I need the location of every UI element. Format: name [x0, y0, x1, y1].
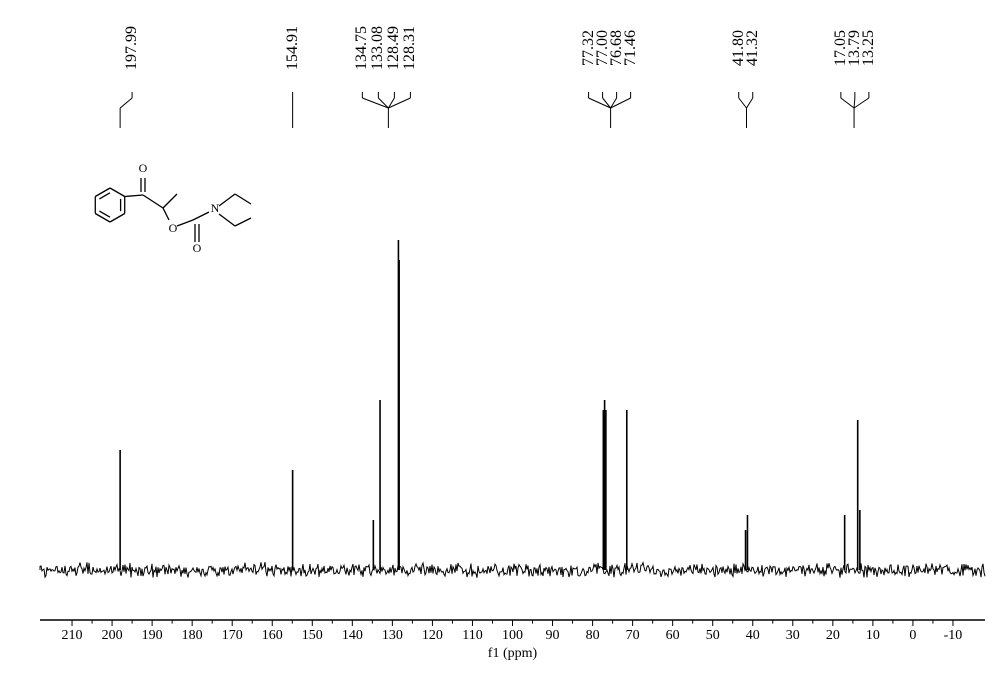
- x-tick-label: 180: [182, 628, 203, 644]
- peak-label: 154.91: [284, 8, 302, 88]
- x-tick-label: 150: [302, 628, 323, 644]
- peak-label: 41.32: [744, 8, 762, 88]
- x-tick-label: 30: [786, 628, 800, 644]
- x-tick-label: 10: [866, 628, 880, 644]
- x-tick-label: 50: [706, 628, 720, 644]
- x-tick-label: 140: [342, 628, 363, 644]
- x-tick-label: 60: [666, 628, 680, 644]
- svg-text:O: O: [169, 221, 178, 235]
- x-tick-label: 100: [502, 628, 523, 644]
- peak-label: 71.46: [622, 8, 640, 88]
- peak-label: 197.99: [123, 8, 141, 88]
- x-tick-label: 80: [586, 628, 600, 644]
- x-tick-label: 200: [102, 628, 123, 644]
- svg-text:N: N: [211, 201, 220, 215]
- x-tick-label: 210: [62, 628, 83, 644]
- x-tick-label: 0: [909, 628, 916, 644]
- x-tick-label: 70: [626, 628, 640, 644]
- x-tick-label: 130: [382, 628, 403, 644]
- nmr-spectrum: [0, 0, 1000, 698]
- x-tick-label: 110: [462, 628, 482, 644]
- molecule-structure: O O O N: [85, 150, 285, 270]
- x-tick-label: 90: [546, 628, 560, 644]
- x-tick-label: 120: [422, 628, 443, 644]
- x-tick-label: -10: [944, 628, 963, 644]
- svg-text:O: O: [193, 241, 202, 255]
- x-tick-label: 160: [262, 628, 283, 644]
- x-axis-title: f1 (ppm): [488, 646, 537, 662]
- peak-label: 128.31: [401, 8, 419, 88]
- peak-label: 13.25: [860, 8, 878, 88]
- svg-text:O: O: [139, 161, 148, 175]
- x-tick-label: 20: [826, 628, 840, 644]
- x-tick-label: 40: [746, 628, 760, 644]
- x-tick-label: 170: [222, 628, 243, 644]
- x-tick-label: 190: [142, 628, 163, 644]
